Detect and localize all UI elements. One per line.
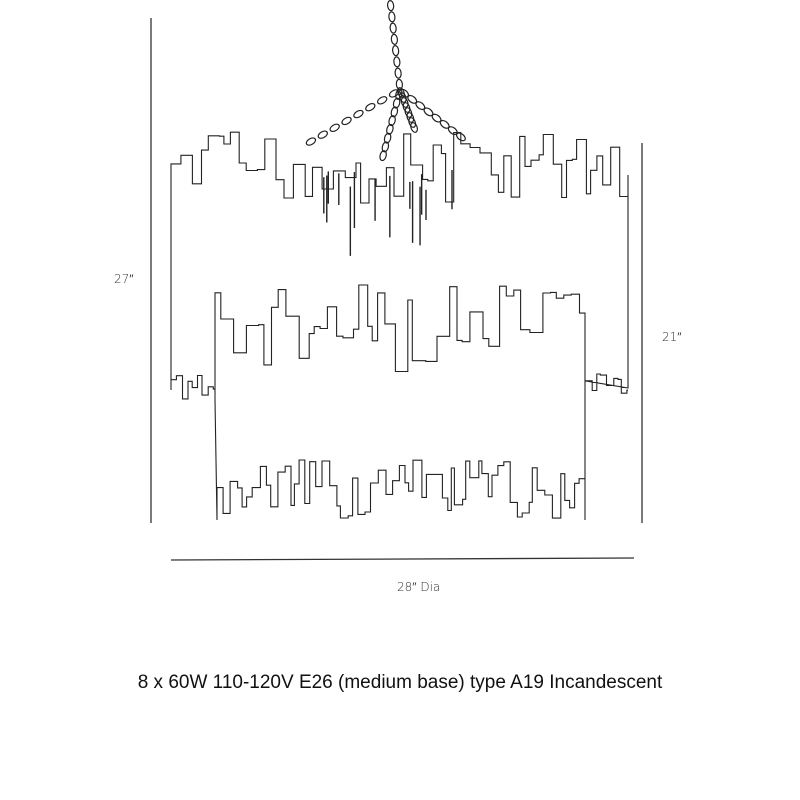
height-body-label: 21″ xyxy=(662,330,682,344)
bulb-specification: 8 x 60W 110-120V E26 (medium base) type … xyxy=(137,672,663,693)
chain-link xyxy=(365,102,376,112)
chain-link xyxy=(377,96,388,105)
diameter-label: 28″ Dia xyxy=(397,580,441,594)
chain-link xyxy=(390,33,399,45)
chain-link xyxy=(455,132,466,142)
chain-link xyxy=(381,141,390,153)
upper-tier-outline xyxy=(170,131,629,400)
chain-link xyxy=(393,56,401,68)
chain-link xyxy=(410,122,418,133)
chain-link xyxy=(383,132,392,144)
chain-link xyxy=(392,97,401,109)
chain-link xyxy=(397,87,405,98)
chain-link xyxy=(391,45,400,57)
chain-link xyxy=(305,137,317,146)
diameter-dimension-line xyxy=(170,557,635,561)
chain-link xyxy=(379,150,387,162)
chain-link xyxy=(353,109,364,119)
crystal-drops xyxy=(323,170,453,256)
chain-link xyxy=(398,92,407,103)
chain-link xyxy=(389,22,397,34)
chain-link xyxy=(400,97,409,108)
chain-link xyxy=(394,67,402,79)
chain-link xyxy=(388,115,396,127)
chain-link xyxy=(402,102,411,113)
chain-link xyxy=(386,0,395,12)
chain xyxy=(305,0,466,162)
chain-link xyxy=(406,112,415,123)
chain-link xyxy=(388,11,396,23)
chain-link xyxy=(404,107,413,118)
chain-link xyxy=(408,117,417,128)
chain-link xyxy=(329,123,340,133)
lower-tier-outline xyxy=(214,284,586,521)
chain-link xyxy=(317,130,328,139)
chain-link xyxy=(386,123,394,135)
height-overall-label: 27″ xyxy=(114,272,134,286)
chain-link xyxy=(341,116,352,126)
chain-link xyxy=(390,106,399,118)
